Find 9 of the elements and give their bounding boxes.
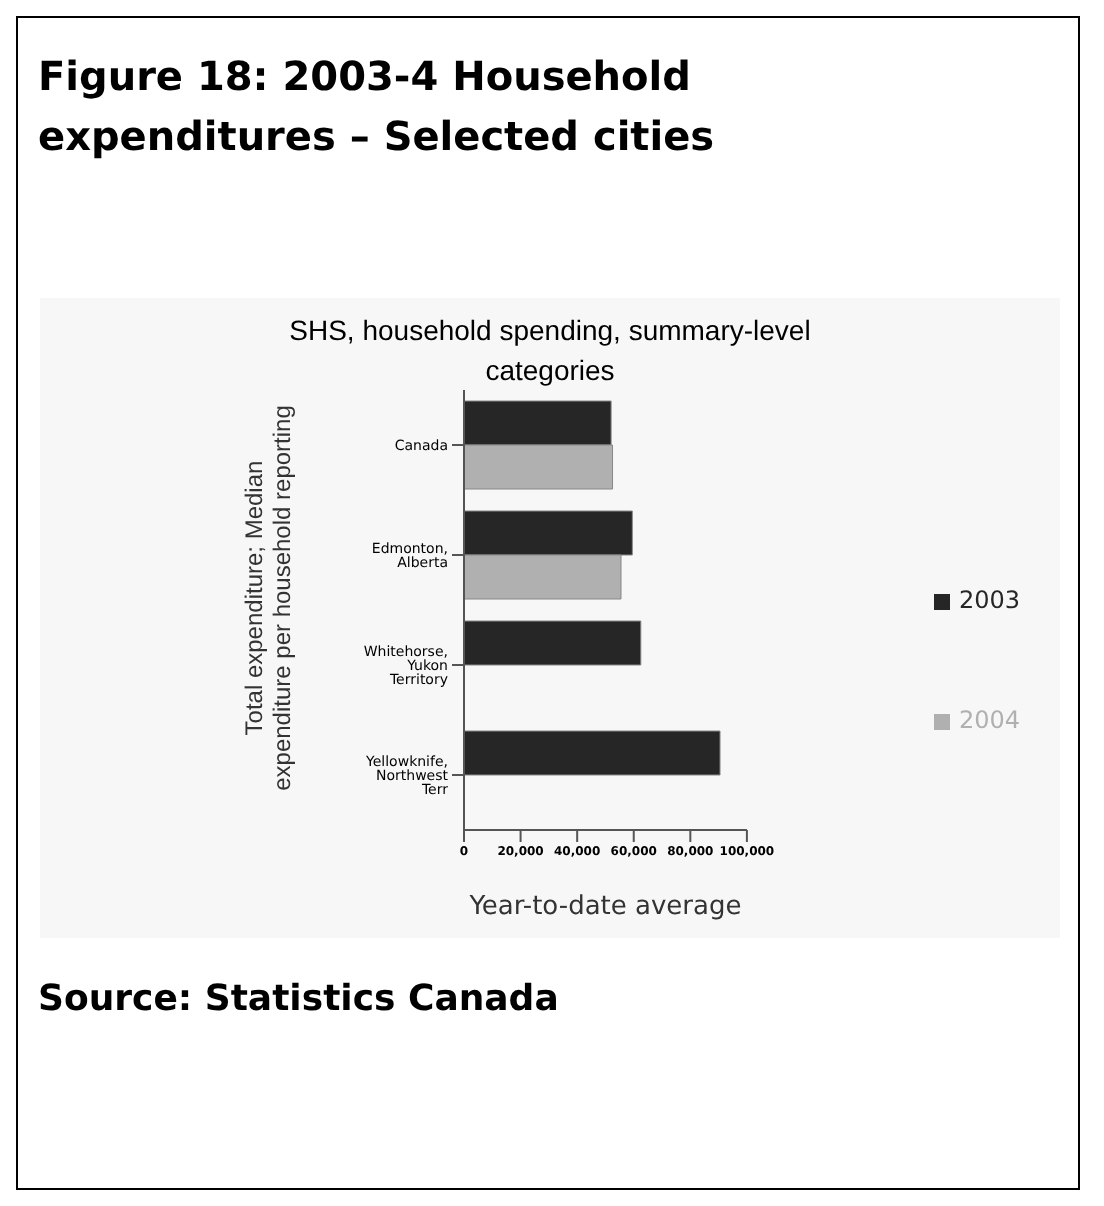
chart-title: SHS, household spending, summary-level categories [287, 312, 813, 390]
bar [464, 620, 642, 666]
x-axis-title: Year-to-date average [467, 892, 742, 922]
legend-label: 2003 [958, 586, 1020, 614]
y-axis-title: Total expenditure; Median expenditure per household reporting [240, 403, 296, 795]
legend-label: 2004 [958, 706, 1020, 734]
source-note: Source: Statistics Canada [38, 978, 559, 1020]
caption: Figure 18: 2003-4 Household expenditures – Selected cities [38, 50, 717, 164]
bar [464, 730, 721, 776]
